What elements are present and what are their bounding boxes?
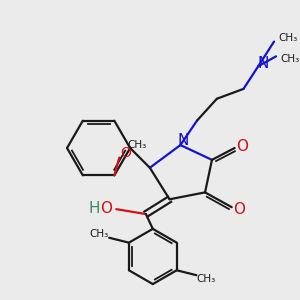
Text: CH₃: CH₃	[90, 229, 109, 239]
Text: CH₃: CH₃	[197, 274, 216, 284]
Text: O: O	[121, 146, 132, 160]
Text: H: H	[89, 201, 100, 216]
Text: CH₃: CH₃	[278, 33, 298, 43]
Text: O: O	[236, 139, 248, 154]
Text: N: N	[257, 56, 269, 71]
Text: O: O	[234, 202, 246, 217]
Text: N: N	[178, 133, 189, 148]
Text: CH₃: CH₃	[280, 54, 299, 64]
Text: O: O	[100, 201, 112, 216]
Text: CH₃: CH₃	[128, 140, 147, 150]
